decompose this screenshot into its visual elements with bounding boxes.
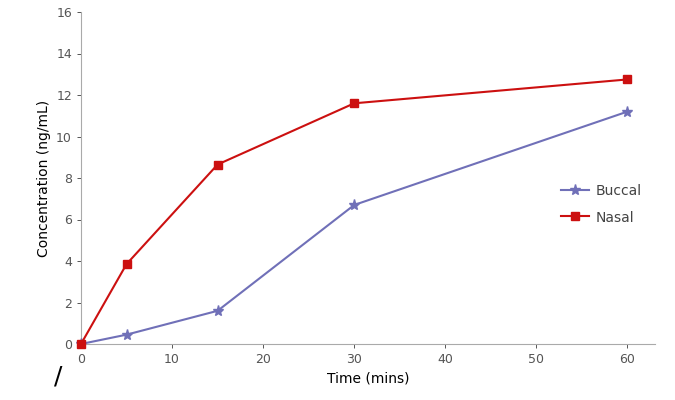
Buccal — [77, 342, 85, 346]
Nasal — [624, 77, 632, 82]
Nasal — [350, 101, 358, 106]
Text: /: / — [54, 365, 62, 389]
Buccal — [122, 332, 130, 337]
Nasal — [213, 162, 221, 167]
Nasal — [122, 262, 130, 266]
Nasal — [77, 342, 85, 346]
Y-axis label: Concentration (ng/mL): Concentration (ng/mL) — [36, 100, 51, 256]
Line: Nasal: Nasal — [77, 75, 632, 348]
Buccal — [213, 308, 221, 313]
Buccal — [624, 109, 632, 114]
Buccal — [350, 202, 358, 207]
X-axis label: Time (mins): Time (mins) — [327, 372, 409, 386]
Legend: Buccal, Nasal: Buccal, Nasal — [556, 179, 648, 230]
Line: Buccal: Buccal — [76, 106, 633, 350]
